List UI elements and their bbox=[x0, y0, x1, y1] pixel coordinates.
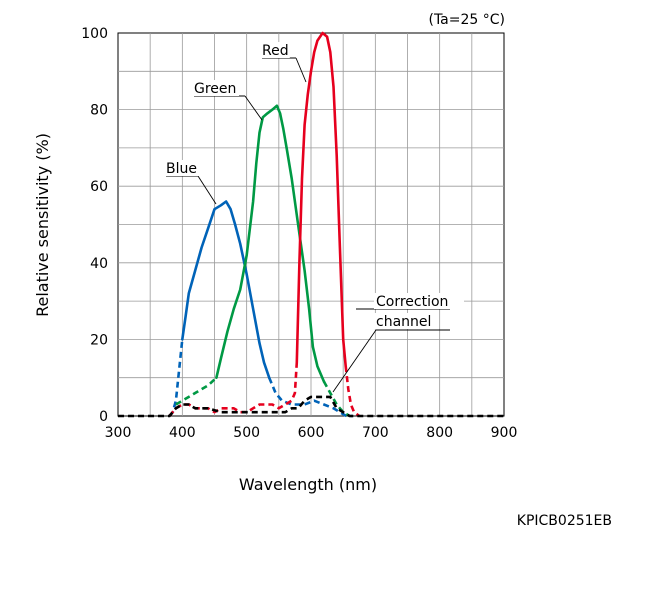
series-blue-solid bbox=[181, 200, 271, 380]
series-green-solid bbox=[215, 104, 326, 383]
series-green-dashed bbox=[175, 376, 218, 406]
annotation-bg bbox=[260, 42, 290, 58]
y-tick-labels: 0 20 40 60 80 100 bbox=[81, 26, 108, 425]
x-axis-title: Wavelength (nm) bbox=[239, 475, 377, 494]
condition-label: (Ta=25 °C) bbox=[428, 12, 505, 28]
annotation-blue: Blue bbox=[166, 161, 197, 177]
annotation-channel: channel bbox=[376, 314, 431, 330]
x-tick-labels: 300 400 500 600 700 800 900 bbox=[105, 425, 518, 441]
annotation-bg bbox=[374, 293, 464, 309]
y-tick-label: 40 bbox=[90, 256, 108, 272]
y-axis-title: Relative sensitivity (%) bbox=[33, 133, 52, 317]
annotation-bg bbox=[192, 80, 239, 96]
annotation-leader bbox=[197, 175, 217, 205]
series-red-solid bbox=[295, 31, 348, 368]
series-blue-dashed-tail bbox=[268, 377, 353, 418]
annotation-leader bbox=[332, 329, 377, 393]
annotation-leader bbox=[244, 95, 263, 121]
x-tick-label: 400 bbox=[169, 425, 196, 441]
annotations: Red Green Blue Correction channel bbox=[164, 42, 464, 393]
series-lines bbox=[118, 31, 504, 418]
x-tick-label: 900 bbox=[491, 425, 518, 441]
y-tick-label: 60 bbox=[90, 179, 108, 195]
annotation-green: Green bbox=[194, 81, 236, 97]
x-tick-label: 500 bbox=[233, 425, 260, 441]
x-tick-label: 300 bbox=[105, 425, 132, 441]
figure-code: KPICB0251EB bbox=[517, 513, 612, 529]
annotation-red: Red bbox=[262, 43, 289, 59]
y-tick-label: 80 bbox=[90, 103, 108, 119]
series-red-dashed bbox=[168, 362, 299, 417]
annotation-bg bbox=[374, 313, 439, 329]
annotation-bg bbox=[164, 160, 203, 176]
annotation-correction: Correction bbox=[376, 294, 448, 310]
annotation-leader bbox=[295, 57, 307, 83]
y-tick-label: 20 bbox=[90, 332, 108, 348]
y-tick-label: 100 bbox=[81, 26, 108, 42]
series-correction-channel-dashed bbox=[118, 395, 504, 418]
x-tick-label: 700 bbox=[362, 425, 389, 441]
x-tick-label: 800 bbox=[426, 425, 453, 441]
x-tick-label: 600 bbox=[298, 425, 325, 441]
series-red-dashed-tail bbox=[344, 366, 361, 418]
y-tick-label: 0 bbox=[99, 409, 108, 425]
